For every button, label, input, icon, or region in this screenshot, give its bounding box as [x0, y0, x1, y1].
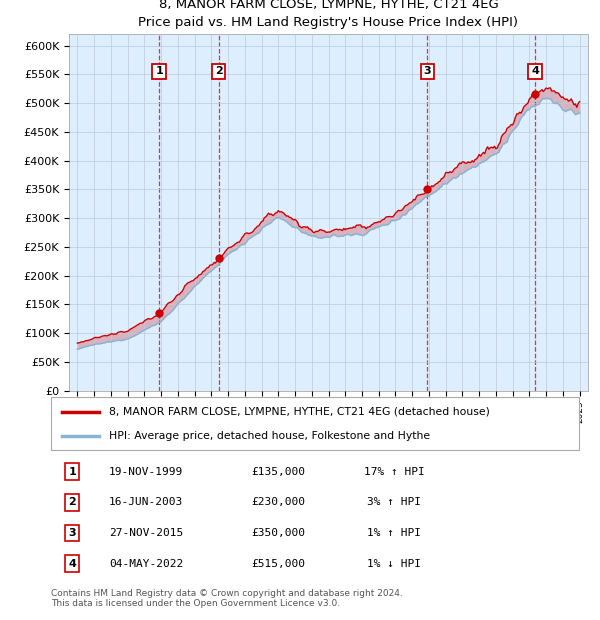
Text: £350,000: £350,000 [251, 528, 305, 538]
Text: 1% ↑ HPI: 1% ↑ HPI [367, 528, 421, 538]
Text: 4: 4 [68, 559, 76, 569]
Title: 8, MANOR FARM CLOSE, LYMPNE, HYTHE, CT21 4EG
Price paid vs. HM Land Registry's H: 8, MANOR FARM CLOSE, LYMPNE, HYTHE, CT21… [139, 0, 518, 29]
Text: 27-NOV-2015: 27-NOV-2015 [109, 528, 183, 538]
Text: 1: 1 [155, 66, 163, 76]
Text: 4: 4 [531, 66, 539, 76]
Text: 04-MAY-2022: 04-MAY-2022 [109, 559, 183, 569]
Text: 1: 1 [68, 467, 76, 477]
Text: 3: 3 [424, 66, 431, 76]
Text: £515,000: £515,000 [251, 559, 305, 569]
Text: HPI: Average price, detached house, Folkestone and Hythe: HPI: Average price, detached house, Folk… [109, 432, 430, 441]
Text: 17% ↑ HPI: 17% ↑ HPI [364, 467, 425, 477]
Text: Contains HM Land Registry data © Crown copyright and database right 2024.
This d: Contains HM Land Registry data © Crown c… [51, 589, 403, 608]
Text: 3% ↑ HPI: 3% ↑ HPI [367, 497, 421, 507]
Text: 16-JUN-2003: 16-JUN-2003 [109, 497, 183, 507]
Text: 2: 2 [215, 66, 223, 76]
Text: 2: 2 [68, 497, 76, 507]
Text: 1% ↓ HPI: 1% ↓ HPI [367, 559, 421, 569]
FancyBboxPatch shape [51, 397, 579, 450]
Text: 3: 3 [68, 528, 76, 538]
Text: 8, MANOR FARM CLOSE, LYMPNE, HYTHE, CT21 4EG (detached house): 8, MANOR FARM CLOSE, LYMPNE, HYTHE, CT21… [109, 407, 490, 417]
Text: £230,000: £230,000 [251, 497, 305, 507]
Text: 19-NOV-1999: 19-NOV-1999 [109, 467, 183, 477]
Text: £135,000: £135,000 [251, 467, 305, 477]
